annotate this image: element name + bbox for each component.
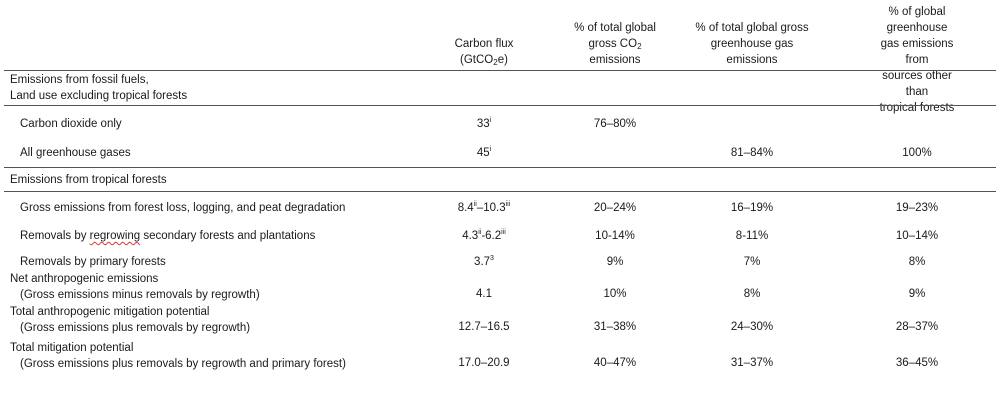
- flux-net-anthropogenic: 4.1: [476, 288, 492, 300]
- header-pct-co2: % of total global gross CO2 emissions: [574, 22, 656, 66]
- header-rule: [4, 70, 996, 71]
- pct-co2-net-anthropogenic: 10%: [603, 288, 627, 300]
- section-rule-fossil: [4, 105, 996, 106]
- row-label-co2-only: Carbon dioxide only: [20, 118, 122, 130]
- pct-ghg-removals-regrowing: 8-11%: [735, 230, 769, 242]
- pct-co2-gross-emissions: 20–24%: [593, 202, 637, 214]
- flux-total-mitigation: 17.0–20.9: [458, 357, 510, 369]
- section-rule-tropical-top: [4, 167, 996, 168]
- flux-gross-emissions: 8.4ii–10.3iii: [457, 201, 511, 214]
- pct-other-removals-regrowing: 10–14%: [895, 230, 939, 242]
- pct-co2-removals-primary: 9%: [606, 256, 624, 268]
- section-title-fossil: Emissions from fossil fuels, Land use ex…: [10, 74, 188, 102]
- row-label-net-anthropogenic: Net anthropogenic emissions (Gross emiss…: [10, 273, 260, 301]
- pct-ghg-all-ghg: 81–84%: [730, 147, 774, 159]
- pct-ghg-removals-primary: 7%: [743, 256, 761, 268]
- pct-other-total-mitigation: 36–45%: [895, 357, 939, 369]
- pct-other-all-ghg: 100%: [902, 147, 932, 159]
- section-rule-tropical: [4, 191, 996, 192]
- row-label-gross-emissions: Gross emissions from forest loss, loggin…: [20, 202, 346, 214]
- pct-other-removals-primary: 8%: [908, 256, 926, 268]
- flux-co2-only: 33i: [476, 117, 492, 130]
- pct-co2-removals-regrowing: 10-14%: [595, 230, 635, 242]
- row-label-total-anthropogenic: Total anthropogenic mitigation potential…: [10, 306, 251, 334]
- row-label-removals-regrowing: Removals by regrowing secondary forests …: [20, 230, 316, 242]
- pct-ghg-total-anthropogenic: 24–30%: [730, 321, 774, 333]
- spellcheck-underline: regrowing: [89, 230, 141, 242]
- pct-co2-total-mitigation: 40–47%: [593, 357, 637, 369]
- row-label-all-ghg: All greenhouse gases: [20, 147, 131, 159]
- flux-total-anthropogenic: 12.7–16.5: [458, 321, 510, 333]
- flux-removals-primary: 3.73: [474, 255, 494, 268]
- row-label-removals-primary: Removals by primary forests: [20, 256, 166, 268]
- header-pct-other: % of global greenhouse gas emissions fro…: [879, 6, 955, 114]
- pct-ghg-total-mitigation: 31–37%: [730, 357, 774, 369]
- row-label-total-mitigation: Total mitigation potential (Gross emissi…: [10, 342, 346, 370]
- header-carbon-flux: Carbon flux (GtCO2e): [454, 38, 514, 67]
- pct-other-total-anthropogenic: 28–37%: [895, 321, 939, 333]
- pct-co2-co2-only: 76–80%: [593, 118, 637, 130]
- pct-other-gross-emissions: 19–23%: [895, 202, 939, 214]
- header-pct-ghg: % of total global gross greenhouse gas e…: [695, 22, 809, 66]
- section-title-tropical: Emissions from tropical forests: [10, 174, 167, 186]
- flux-removals-regrowing: 4.3ii-6.2iii: [462, 229, 506, 242]
- pct-co2-total-anthropogenic: 31–38%: [593, 321, 637, 333]
- flux-all-ghg: 45i: [476, 146, 492, 159]
- pct-other-net-anthropogenic: 9%: [908, 288, 926, 300]
- pct-ghg-gross-emissions: 16–19%: [730, 202, 774, 214]
- pct-ghg-net-anthropogenic: 8%: [743, 288, 761, 300]
